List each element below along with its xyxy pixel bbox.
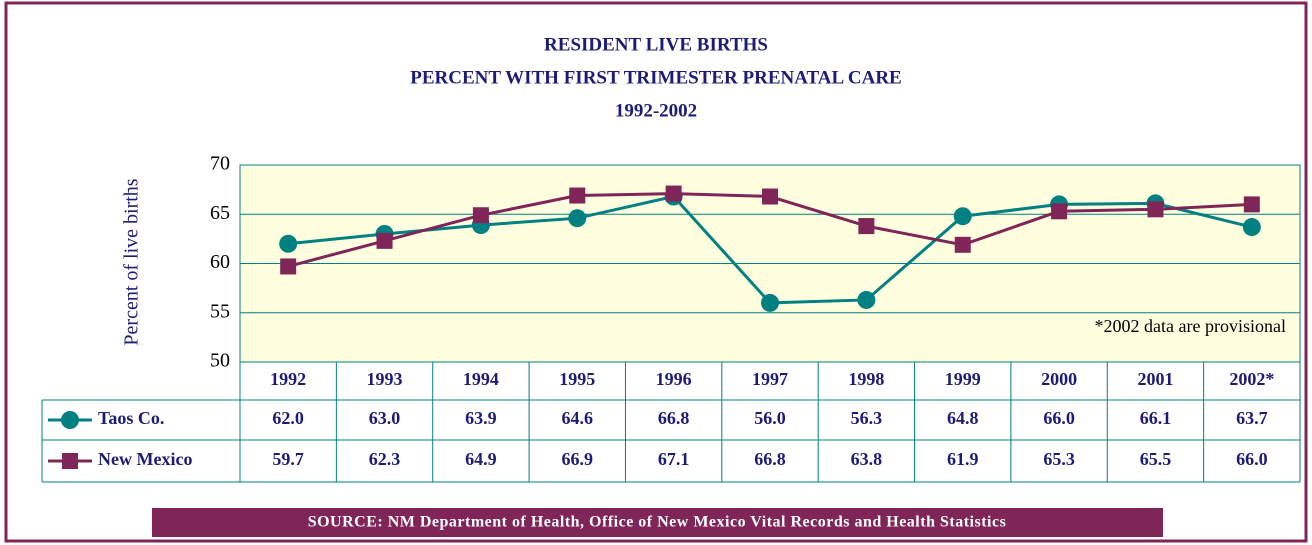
table-value: 64.9 (465, 449, 497, 469)
table-value: 66.8 (754, 449, 786, 469)
table-value: 56.3 (851, 408, 883, 428)
marker (1147, 201, 1164, 218)
marker (279, 234, 298, 253)
chart-subtitle: PERCENT WITH FIRST TRIMESTER PRENATAL CA… (410, 67, 901, 88)
y-tick-label: 50 (210, 350, 230, 372)
table-value: 62.0 (272, 408, 304, 428)
y-tick-label: 65 (210, 202, 230, 224)
table-value: 64.6 (562, 408, 594, 428)
marker (568, 209, 587, 228)
table-value: 63.9 (465, 408, 497, 428)
x-tick-label: 2002* (1229, 369, 1274, 389)
table-value: 56.0 (754, 408, 786, 428)
legend-label: New Mexico (98, 449, 192, 469)
marker (954, 236, 971, 253)
marker (665, 185, 682, 202)
table-value: 64.8 (947, 408, 979, 428)
marker (1051, 203, 1068, 220)
marker (1242, 218, 1261, 237)
x-tick-label: 2001 (1137, 369, 1173, 389)
x-tick-label: 1992 (270, 369, 306, 389)
x-tick-label: 1998 (848, 369, 884, 389)
legend-label: Taos Co. (98, 408, 164, 428)
annotation: *2002 data are provisional (1095, 316, 1286, 336)
x-tick-label: 1997 (752, 369, 788, 389)
marker (62, 453, 78, 469)
table-value: 59.7 (272, 449, 304, 469)
table-value: 67.1 (658, 449, 690, 469)
table-value: 65.3 (1043, 449, 1075, 469)
source-bar (152, 508, 1163, 537)
marker (761, 293, 779, 312)
table-value: 66.8 (658, 408, 690, 428)
x-tick-label: 1995 (559, 369, 595, 389)
marker (762, 188, 778, 205)
table-value: 65.5 (1140, 449, 1172, 469)
marker (1243, 196, 1260, 213)
marker (569, 187, 586, 204)
table-value: 66.1 (1140, 408, 1172, 428)
table-value: 62.3 (369, 449, 401, 469)
marker (472, 207, 489, 224)
marker (858, 218, 875, 235)
y-axis-label: Percent of live births (121, 178, 143, 345)
y-tick-label: 60 (210, 251, 230, 273)
table-value: 63.7 (1236, 408, 1268, 428)
table-value: 66.9 (562, 449, 594, 469)
x-tick-label: 1994 (463, 369, 499, 389)
chart-title: RESIDENT LIVE BIRTHS (544, 34, 768, 55)
y-tick-label: 70 (210, 153, 230, 175)
marker (280, 258, 297, 275)
table-value: 66.0 (1236, 449, 1268, 469)
source: SOURCE: NM Department of Health, Office … (308, 514, 1007, 531)
x-tick-label: 2000 (1041, 369, 1077, 389)
x-tick-label: 1999 (945, 369, 981, 389)
table-value: 66.0 (1043, 408, 1075, 428)
x-tick-label: 1996 (656, 369, 692, 389)
y-tick-label: 55 (210, 300, 230, 322)
marker (953, 207, 972, 226)
marker (376, 232, 393, 249)
table-value: 63.0 (369, 408, 401, 428)
chart-years: 1992-2002 (615, 100, 697, 121)
x-tick-label: 1993 (367, 369, 403, 389)
marker (61, 411, 79, 429)
table-value: 63.8 (851, 449, 883, 469)
marker (857, 290, 876, 309)
table-value: 61.9 (947, 449, 979, 469)
